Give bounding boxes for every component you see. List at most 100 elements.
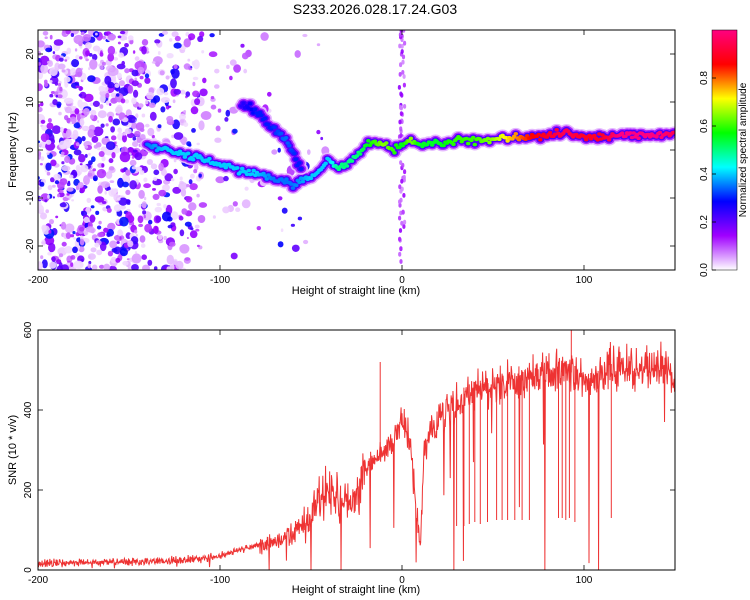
noise-blob (139, 170, 145, 175)
vertical-artifact-blob (403, 104, 407, 109)
noise-blob (49, 34, 53, 40)
ridge-point (469, 138, 474, 143)
noise-blob (72, 246, 78, 254)
noise-blob (179, 89, 186, 95)
noise-blob (174, 35, 181, 42)
noise-blob (64, 106, 72, 114)
noise-blob (38, 83, 43, 92)
noise-blob (98, 85, 105, 92)
noise-blob (179, 176, 183, 181)
noise-blob (109, 103, 112, 106)
noise-blob (80, 164, 89, 173)
noise-blob (131, 253, 142, 264)
noise-blob (152, 225, 159, 234)
noise-blob (167, 216, 173, 222)
noise-blob (84, 145, 89, 149)
spectrogram-y-label: Frequency (Hz) (7, 112, 19, 188)
noise-blob (143, 214, 146, 219)
noise-blob (244, 186, 249, 191)
ridge-point (284, 177, 289, 181)
noise-blob (190, 106, 199, 115)
ridge-point (287, 143, 292, 148)
snr-x-ticks: -200 -100 0 100 (28, 330, 593, 586)
ridge-point (354, 154, 360, 158)
noise-blob (100, 181, 111, 189)
noise-blob (138, 223, 144, 228)
vertical-artifact-blob (400, 49, 404, 54)
noise-blob (84, 93, 94, 103)
noise-blob (108, 265, 117, 270)
vertical-artifact-blob (403, 219, 407, 225)
noise-blob (210, 96, 215, 100)
colorbar-label: Normalized spectral amplitude (738, 82, 749, 217)
noise-blob (148, 219, 153, 225)
noise-blob (99, 52, 104, 57)
x-tick-label: 0 (399, 275, 405, 286)
noise-blob (241, 52, 249, 60)
ridge-point (246, 168, 251, 173)
vertical-artifact-blob (400, 220, 404, 226)
noise-blob (40, 212, 47, 220)
noise-blob (92, 126, 104, 137)
ridge-point (153, 143, 158, 148)
noise-blob (199, 88, 208, 97)
noise-blob (163, 204, 167, 209)
noise-blob (92, 100, 100, 107)
noise-blob (188, 33, 196, 41)
colorbar-tick-label: 0.2 (699, 215, 710, 229)
noise-blob (105, 141, 116, 151)
noise-blob (141, 45, 147, 55)
noise-blob (47, 251, 52, 256)
noise-blob (119, 248, 128, 257)
noise-blob (96, 249, 103, 256)
noise-blob (54, 62, 60, 71)
noise-blob (65, 30, 71, 35)
noise-blob (147, 127, 155, 137)
noise-blob (118, 52, 124, 58)
noise-blob (96, 168, 107, 179)
vertical-artifact-blob (399, 246, 403, 252)
noise-blob (101, 163, 105, 168)
noise-blob (57, 63, 66, 70)
vertical-artifact-blob (402, 74, 406, 79)
ridge-point (235, 166, 240, 170)
noise-blob (65, 232, 71, 240)
noise-blob (192, 76, 199, 81)
noise-blob (119, 236, 122, 240)
noise-blob (91, 135, 99, 143)
ridge-point (397, 145, 402, 150)
ridge-point (292, 151, 297, 156)
ridge-point (528, 136, 533, 140)
ridge-point (464, 136, 469, 141)
noise-blob (77, 99, 83, 108)
noise-blob (108, 166, 115, 171)
noise-blob (183, 38, 191, 48)
noise-blob (100, 123, 105, 128)
noise-blob (107, 67, 119, 77)
noise-blob (113, 204, 122, 212)
noise-blob (134, 130, 141, 137)
noise-blob (167, 224, 173, 229)
ridge-point (606, 137, 612, 142)
ridge-point (505, 139, 510, 143)
snr-y-ticks: 0 200 400 600 (23, 321, 675, 573)
vertical-artifact-blob (403, 169, 407, 175)
noise-blob (209, 33, 215, 38)
ridge-point (471, 135, 476, 140)
noise-blob (48, 229, 52, 234)
noise-blob (88, 260, 92, 265)
x-tick-label: -200 (28, 275, 48, 286)
ridge-point (300, 179, 305, 184)
noise-blob (52, 184, 56, 188)
ridge-point (592, 133, 597, 138)
vertical-artifact-blob (400, 186, 404, 192)
ridge-point (298, 167, 303, 171)
noise-blob (38, 261, 43, 270)
noise-blob (139, 75, 144, 80)
noise-blob (119, 30, 126, 35)
noise-blob (173, 88, 181, 95)
vertical-artifact-blob (402, 82, 406, 88)
vertical-artifact-blob (401, 70, 405, 75)
noise-blob (223, 175, 229, 182)
